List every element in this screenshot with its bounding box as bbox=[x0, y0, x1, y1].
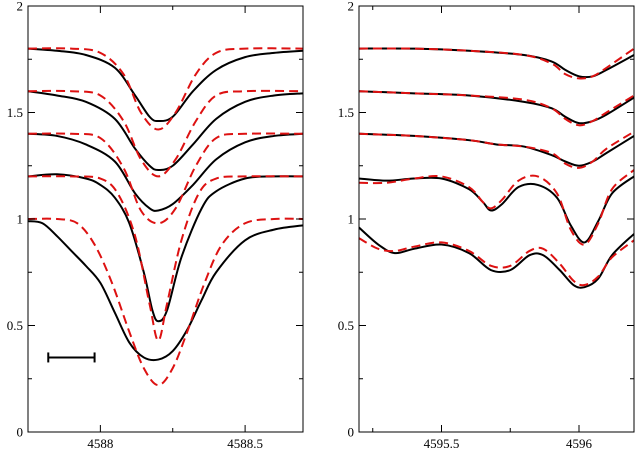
model-line-6 bbox=[28, 132, 303, 225]
observed-line-9 bbox=[28, 220, 303, 362]
observed-line-1 bbox=[28, 47, 303, 123]
model-line-8 bbox=[359, 169, 634, 246]
model-line-10 bbox=[359, 237, 634, 287]
resolution-scale-bar bbox=[47, 352, 96, 363]
y-tick-label: 1.5 bbox=[338, 105, 354, 120]
x-tick-label: 4588 bbox=[87, 436, 113, 451]
model-line-8 bbox=[28, 175, 303, 342]
observed-line-3 bbox=[359, 90, 634, 125]
y-tick-label: 2 bbox=[348, 0, 355, 14]
model-line-10 bbox=[28, 217, 303, 387]
x-tick-label: 4595.5 bbox=[424, 436, 460, 451]
observed-line-9 bbox=[359, 226, 634, 289]
plot-frame bbox=[358, 5, 635, 433]
x-tick-label: 4596 bbox=[566, 436, 593, 451]
y-tick-label: 2 bbox=[17, 0, 24, 14]
y-tick-label: 1 bbox=[348, 212, 355, 227]
y-tick-label: 1.5 bbox=[7, 105, 23, 120]
y-tick-label: 0 bbox=[17, 425, 24, 440]
series-group bbox=[359, 47, 634, 289]
model-line-2 bbox=[359, 47, 634, 80]
model-line-2 bbox=[28, 47, 303, 131]
y-tick-label: 0.5 bbox=[7, 318, 23, 333]
series-group bbox=[28, 47, 303, 387]
observed-line-3 bbox=[28, 90, 303, 172]
model-line-6 bbox=[359, 130, 634, 169]
observed-line-1 bbox=[359, 47, 634, 79]
chart-panel-1: 0 0.5 1 1.5 2 4588 4588.5 bbox=[7, 0, 304, 451]
y-tick-label: 1 bbox=[17, 212, 24, 227]
model-line-4 bbox=[359, 90, 634, 127]
x-tick-label: 4588.5 bbox=[227, 436, 263, 451]
observed-line-5 bbox=[28, 132, 303, 212]
observed-line-7 bbox=[28, 173, 303, 323]
y-tick-label: 0.5 bbox=[338, 318, 354, 333]
model-line-4 bbox=[28, 89, 303, 178]
observed-line-7 bbox=[359, 175, 634, 244]
chart-panel-2: 0 0.5 1 1.5 2 4595.5 4596 bbox=[338, 0, 635, 451]
y-tick-label: 0 bbox=[348, 425, 355, 440]
